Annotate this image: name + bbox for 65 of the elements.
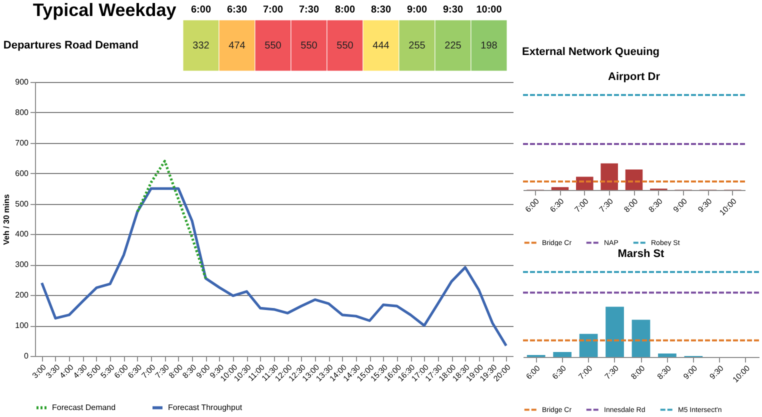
x-tick-label: 8:00 bbox=[334, 4, 356, 16]
y-tick-label: Departures Road Demand bbox=[3, 40, 138, 52]
x-tick-label: 8:30 bbox=[646, 196, 665, 214]
x-tick-label: 9:00 bbox=[672, 196, 690, 214]
x-tick-label: 9:30 bbox=[708, 363, 726, 382]
bar bbox=[625, 170, 643, 190]
bar bbox=[553, 352, 572, 357]
y-tick-label: 0 bbox=[24, 352, 30, 360]
x-tick-label: 6:00 bbox=[190, 4, 212, 16]
x-tick-label: 7:00 bbox=[576, 363, 595, 382]
y-tick-label: 100 bbox=[15, 321, 30, 330]
x-tick-label: 6:30 bbox=[126, 362, 144, 380]
y-tick-label: 300 bbox=[15, 260, 30, 270]
x-tick-label: 3:30 bbox=[44, 362, 62, 380]
y-tick-label: 200 bbox=[15, 290, 30, 300]
data-label: 550 bbox=[300, 40, 318, 52]
bar bbox=[576, 176, 594, 190]
bar bbox=[606, 306, 624, 357]
x-tick-label: 7:00 bbox=[572, 196, 591, 214]
x-tick-label: 10:00 bbox=[476, 4, 502, 16]
x-tick-label: 9:00 bbox=[682, 363, 700, 382]
bar bbox=[600, 163, 618, 190]
x-tick-label: 8:30 bbox=[370, 4, 392, 16]
line-series bbox=[136, 160, 208, 280]
y-tick-label: 400 bbox=[15, 230, 30, 239]
y-axis-title: Veh / 30 mins bbox=[2, 194, 12, 245]
line-series bbox=[40, 187, 508, 347]
y-tick-label: 900 bbox=[15, 78, 30, 86]
x-tick-label: 9:30 bbox=[696, 196, 714, 214]
bar bbox=[632, 320, 650, 357]
chart-title: Airport Dr bbox=[608, 71, 661, 83]
bar bbox=[658, 353, 676, 357]
chart-title: Typical Weekday bbox=[32, 0, 176, 20]
data-label: 550 bbox=[336, 40, 354, 52]
x-tick-label: 7:30 bbox=[598, 196, 616, 214]
x-tick-label: 9:00 bbox=[406, 4, 428, 16]
chart-title: Marsh St bbox=[618, 248, 665, 260]
x-tick-label: 6:30 bbox=[226, 4, 248, 16]
data-label: 225 bbox=[444, 40, 462, 52]
bar bbox=[579, 334, 598, 357]
y-tick-label: 600 bbox=[15, 168, 30, 178]
bar bbox=[551, 187, 569, 190]
data-label: 255 bbox=[408, 40, 426, 52]
x-tick-label: 9:30 bbox=[442, 4, 464, 16]
y-tick-label: 700 bbox=[15, 138, 30, 148]
text: External Network Queuing bbox=[522, 46, 660, 58]
x-tick-label: 6:30 bbox=[548, 196, 566, 214]
legend-label: Forecast Throughput bbox=[168, 402, 243, 412]
legend-label: Forecast Demand bbox=[52, 402, 116, 412]
x-tick-label: 6:30 bbox=[550, 363, 568, 382]
data-label: 332 bbox=[192, 40, 210, 52]
x-tick-label: 8:00 bbox=[622, 196, 640, 214]
x-tick-label: 6:00 bbox=[524, 196, 542, 214]
x-tick-label: 8:00 bbox=[629, 363, 648, 382]
data-label: 474 bbox=[228, 40, 246, 52]
x-tick-label: 6:00 bbox=[524, 363, 542, 382]
y-tick-label: 800 bbox=[15, 108, 30, 117]
data-label: 550 bbox=[264, 40, 282, 52]
data-label: 198 bbox=[480, 40, 498, 52]
x-tick-label: 7:30 bbox=[603, 363, 621, 382]
y-tick-label: 500 bbox=[15, 199, 30, 208]
x-tick-label: 7:30 bbox=[298, 4, 320, 16]
x-tick-label: 7:00 bbox=[262, 4, 284, 16]
data-label: 444 bbox=[372, 40, 390, 52]
x-tick-label: 8:30 bbox=[656, 363, 674, 382]
